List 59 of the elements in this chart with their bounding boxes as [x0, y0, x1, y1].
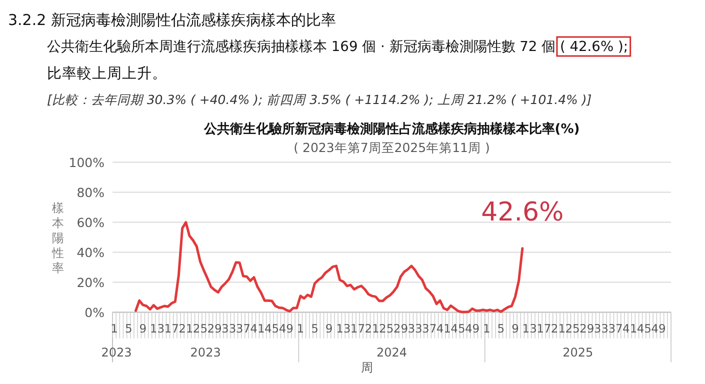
x-tick-label: 25 [379, 321, 394, 336]
y-tick-label: 40% [76, 244, 105, 260]
text: 3.2.2 新冠病毒檢測陽性佔流感樣疾病樣本的比率 [8, 11, 336, 29]
x-tick-label: 21 [364, 321, 380, 336]
text: 2025 [562, 345, 594, 360]
x-tick-label: 45 [264, 321, 280, 336]
x-tick-label: 37 [422, 321, 437, 336]
x-tick-label: 5 [497, 321, 505, 336]
x-tick-label: 17 [350, 321, 366, 336]
y-tick-label: 20% [76, 274, 105, 290]
x-tick-label: 37 [236, 321, 250, 336]
y-axis-title: 樣本陽性率 [51, 201, 64, 275]
x-tick-label: 33 [594, 321, 609, 336]
x-tick-label: 41 [436, 321, 451, 336]
line-series [134, 221, 524, 314]
y-tick-label: 0% [84, 304, 105, 320]
x-tick-label: 9 [139, 321, 147, 336]
x-tick-label: 29 [207, 321, 222, 336]
x-tick-label: 45 [450, 321, 466, 336]
x-tick-label: 33 [222, 321, 236, 336]
x-tick-label: 49 [651, 321, 666, 336]
text: 2023 [101, 345, 132, 360]
text: [比較：去年同期 30.3% ( +40.4% ); 前四周 3.5% ( +1114.2% ); 上周 21.2% ( +101.4% )] [47, 92, 592, 107]
x-tick-label: 13 [522, 321, 537, 336]
x-tick-label: 1 [482, 321, 490, 336]
x-tick-label: 45 [636, 321, 652, 336]
x-tick-label: 25 [192, 321, 208, 336]
x-tick-label: 1 [296, 321, 304, 336]
x-tick-label: 13 [336, 321, 351, 336]
y-tick-label: 60% [76, 214, 105, 230]
x-tick-label: 29 [580, 321, 594, 336]
text: 2023 [190, 345, 221, 360]
text: 公共衛生化驗所本周進行流感樣疾病抽樣樣本 169 個 · 新冠病毒檢測陽性數 72 個 ( 42.6% ); [47, 39, 628, 55]
x-tick-label: 17 [536, 321, 552, 336]
x-tick-label: 9 [325, 321, 333, 336]
x-tick-label: 21 [550, 321, 566, 336]
x-tick-label: 17 [164, 321, 179, 336]
y-tick-label: 80% [76, 184, 105, 200]
x-tick-label: 5 [124, 321, 132, 336]
x-tick-label: 29 [393, 321, 408, 336]
x-tick-label: 49 [278, 321, 294, 336]
y-tick-label: 100% [68, 154, 105, 170]
x-tick-label: 9 [512, 321, 519, 336]
x-axis-title: 周 [361, 360, 373, 374]
x-tick-label: 33 [408, 321, 422, 336]
chart-subtitle: ( 2023年第7周至2025年第11周 ) [294, 140, 490, 155]
x-tick-label: 5 [311, 321, 318, 336]
x-tick-label: 25 [565, 321, 580, 336]
x-tick-label: 41 [622, 321, 638, 336]
chart-title: 公共衛生化驗所新冠病毒檢測陽性占流感樣疾病抽樣樣本比率(%) [202, 121, 580, 137]
x-tick-label: 49 [464, 321, 480, 336]
x-tick-label: 21 [178, 321, 194, 336]
x-tick-label: 1 [110, 321, 118, 336]
x-tick-label: 13 [150, 321, 165, 336]
text: 比率較上周上升。 [47, 65, 167, 82]
x-tick-label: 37 [608, 321, 623, 336]
annotation: 42.6% [481, 197, 564, 228]
x-tick-label: 41 [250, 321, 265, 336]
text: 2024 [376, 345, 408, 360]
